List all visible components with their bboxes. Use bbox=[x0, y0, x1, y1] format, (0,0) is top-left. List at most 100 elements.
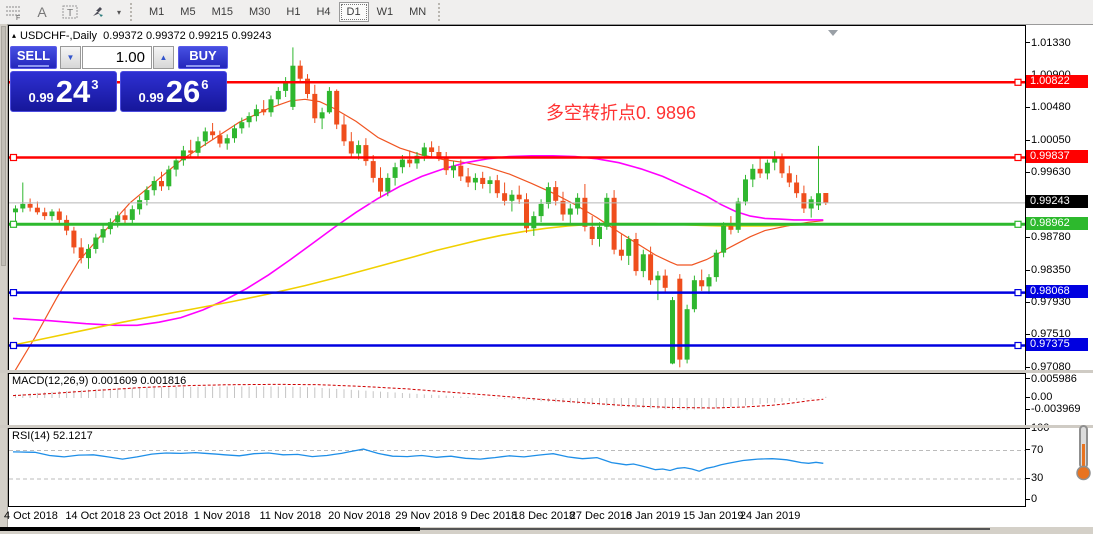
candle-body bbox=[326, 90, 332, 113]
candle-body bbox=[691, 280, 697, 310]
volume-step-down-button[interactable]: ▼ bbox=[60, 46, 81, 69]
symbol-period-label: USDCHF-,Daily bbox=[20, 30, 98, 42]
chart-title: ▴ USDCHF-,Daily 0.99372 0.99372 0.99215 0… bbox=[12, 30, 271, 42]
rsi-axis-label: 0 bbox=[1031, 493, 1038, 506]
text-label-icon[interactable]: A bbox=[37, 4, 47, 20]
rsi-axis-label: 70 bbox=[1031, 443, 1044, 456]
candle-body bbox=[648, 254, 654, 281]
collapse-triangle-icon[interactable]: ▴ bbox=[12, 31, 17, 40]
candle-body bbox=[743, 179, 748, 202]
bottom-edge bbox=[0, 527, 1093, 534]
ohlc-values: 0.99372 0.99372 0.99215 0.99243 bbox=[103, 30, 272, 42]
scroll-to-end-icon[interactable] bbox=[828, 30, 838, 36]
tf-button-d1[interactable]: D1 bbox=[338, 2, 369, 22]
toolbar: F A T ▾ M1 M5 M15 M30 H1 H4 D1 W1 MN bbox=[0, 0, 1093, 25]
candle-body bbox=[524, 199, 529, 229]
tf-button-m15[interactable]: M15 bbox=[204, 2, 241, 22]
candle-body bbox=[589, 226, 595, 239]
candle-body bbox=[640, 254, 646, 272]
candle-body bbox=[436, 152, 442, 157]
candle-body bbox=[195, 141, 201, 153]
line-anchor-handle[interactable] bbox=[1014, 153, 1022, 162]
macd-panel[interactable] bbox=[8, 373, 1026, 426]
volume-input[interactable] bbox=[82, 46, 152, 69]
candle-body bbox=[27, 203, 33, 208]
toolbar-grip[interactable] bbox=[438, 3, 445, 21]
toolbar-grip[interactable] bbox=[130, 3, 137, 21]
price-tick-label: 0.98780 bbox=[1031, 231, 1071, 244]
macd-canvas[interactable] bbox=[9, 374, 1025, 425]
line-anchor-handle[interactable] bbox=[9, 341, 18, 350]
candle-body bbox=[20, 203, 26, 209]
tf-button-mn[interactable]: MN bbox=[401, 2, 434, 22]
candle-body bbox=[129, 209, 135, 220]
candle-body bbox=[516, 194, 522, 200]
macd-axis-label: 0.005986 bbox=[1031, 372, 1077, 385]
candle-body bbox=[721, 226, 727, 253]
line-anchor-handle[interactable] bbox=[1014, 220, 1022, 228]
tf-button-h4[interactable]: H4 bbox=[308, 2, 338, 22]
price-line-label: 0.99837 bbox=[1026, 150, 1088, 164]
line-anchor-handle[interactable] bbox=[9, 153, 18, 162]
candle-body bbox=[297, 65, 303, 79]
volume-step-up-button[interactable]: ▲ bbox=[153, 46, 174, 69]
candle-body bbox=[93, 237, 99, 249]
tf-button-h1[interactable]: H1 bbox=[278, 2, 308, 22]
candle-body bbox=[261, 109, 267, 113]
left-scroll-strip[interactable] bbox=[0, 24, 8, 527]
tf-button-m30[interactable]: M30 bbox=[241, 2, 278, 22]
rsi-panel[interactable] bbox=[8, 428, 1026, 507]
line-anchor-handle[interactable] bbox=[9, 220, 18, 228]
candle-body bbox=[224, 138, 230, 144]
date-tick-label: 14 Oct 2018 bbox=[65, 510, 126, 522]
line-anchor-handle[interactable] bbox=[9, 289, 18, 297]
text-icon[interactable]: T bbox=[57, 2, 83, 22]
date-tick-label: 4 Oct 2018 bbox=[4, 510, 58, 522]
candle-body bbox=[56, 211, 62, 220]
tf-button-w1[interactable]: W1 bbox=[369, 2, 402, 22]
sell-button[interactable]: SELL bbox=[10, 46, 57, 69]
candle-body bbox=[341, 124, 347, 142]
line-anchor-handle[interactable] bbox=[1014, 289, 1022, 297]
chevron-down-icon[interactable]: ▾ bbox=[116, 7, 121, 17]
date-tick-label: 1 Nov 2018 bbox=[193, 510, 251, 522]
rsi-canvas[interactable] bbox=[9, 429, 1025, 506]
candle-body bbox=[217, 135, 223, 144]
axis-tick bbox=[1025, 139, 1030, 141]
candle-body bbox=[392, 167, 398, 178]
main-chart-canvas[interactable] bbox=[9, 26, 1025, 370]
price-line-label: 0.98068 bbox=[1026, 285, 1088, 299]
candle-body bbox=[458, 165, 464, 177]
buy-button[interactable]: BUY bbox=[178, 46, 228, 69]
macd-axis-label: 0.00 bbox=[1031, 391, 1053, 403]
date-tick-label: 18 Dec 2018 bbox=[512, 510, 576, 522]
panel-splitter[interactable] bbox=[0, 370, 1093, 373]
time-axis[interactable] bbox=[8, 507, 1093, 527]
price-line-label: 0.97375 bbox=[1026, 337, 1088, 351]
thermometer-icon bbox=[1076, 425, 1091, 481]
line-anchor-handle[interactable] bbox=[1014, 341, 1022, 350]
candle-body bbox=[363, 145, 369, 162]
candle-body bbox=[816, 193, 821, 206]
sell-price-box[interactable]: 0.99 24 3 bbox=[10, 71, 117, 112]
line-anchor-handle[interactable] bbox=[1014, 78, 1022, 86]
tf-button-m5[interactable]: M5 bbox=[172, 2, 203, 22]
candle-body bbox=[560, 200, 566, 215]
candle-body bbox=[378, 177, 383, 192]
candle-body bbox=[71, 230, 77, 248]
candle-body bbox=[334, 90, 340, 125]
price-line-label: 0.98962 bbox=[1026, 216, 1088, 230]
buy-price-box[interactable]: 0.99 26 6 bbox=[120, 71, 227, 112]
arrows-icon[interactable] bbox=[85, 2, 111, 22]
candle-body bbox=[159, 181, 164, 187]
candle-body bbox=[370, 161, 376, 178]
fibonacci-icon[interactable]: F bbox=[1, 2, 27, 22]
candle-body bbox=[772, 156, 778, 163]
panel-splitter[interactable] bbox=[0, 425, 1093, 428]
tf-button-m1[interactable]: M1 bbox=[141, 2, 172, 22]
axis-tick bbox=[1025, 269, 1030, 271]
candle-body bbox=[86, 248, 91, 259]
candle-body bbox=[706, 277, 712, 287]
candle-body bbox=[597, 226, 602, 239]
